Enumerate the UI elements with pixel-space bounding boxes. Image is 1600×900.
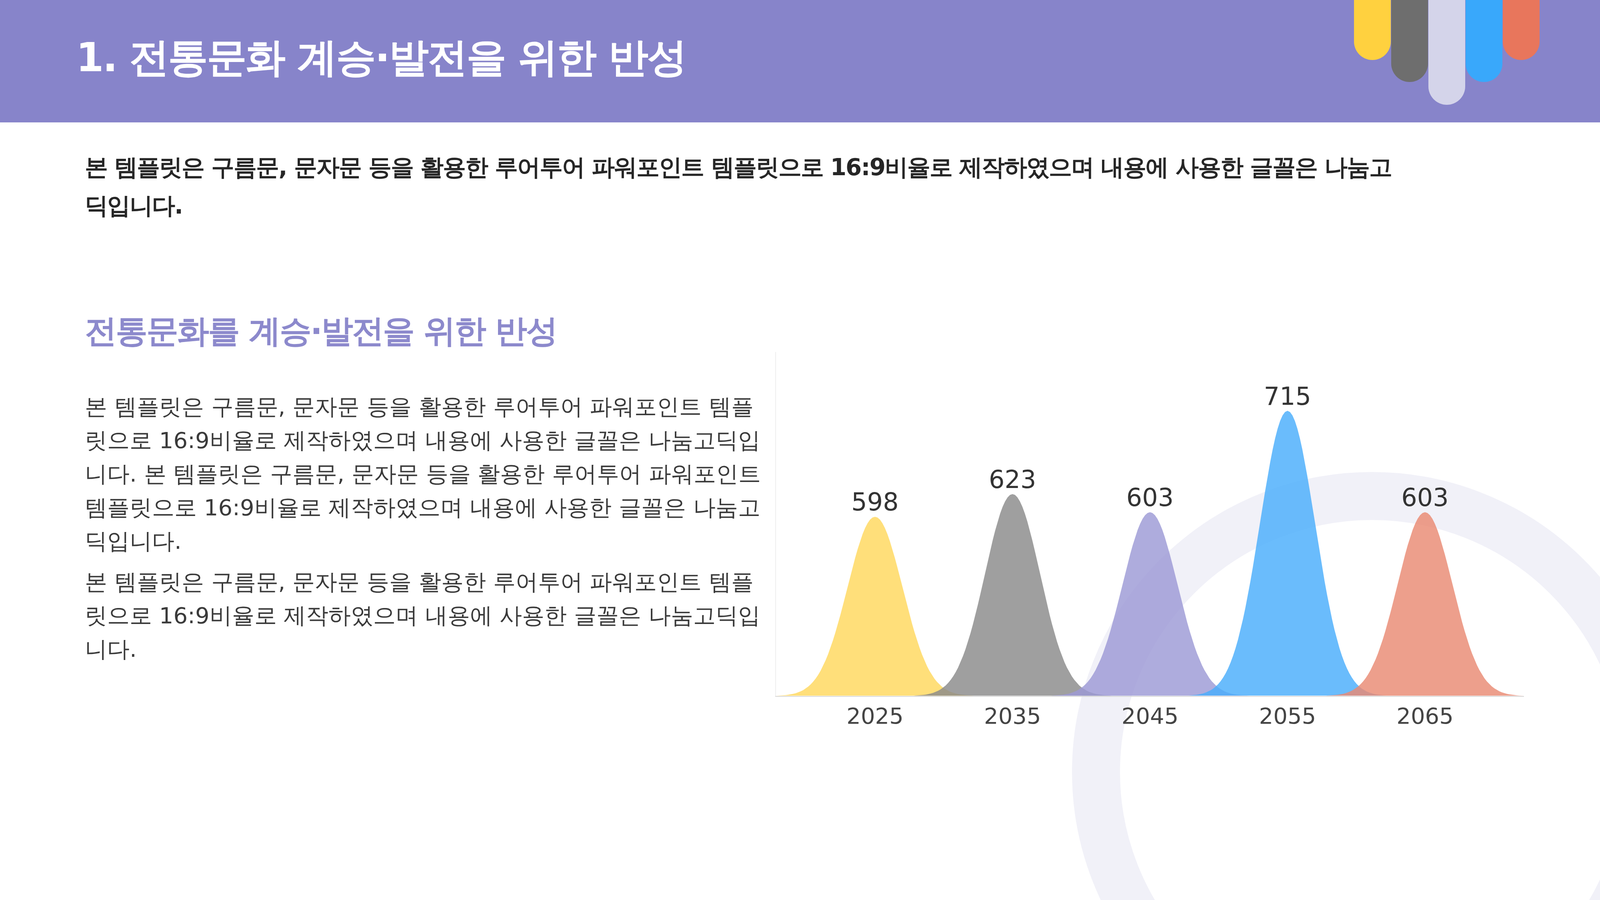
svg-text:603: 603: [1401, 482, 1449, 512]
svg-text:2055: 2055: [1258, 702, 1316, 729]
html-text:본 템플릿은 구름문, 문자문 등을 활용한 루어투어 파워: 본 템플릿은 구름문, 문자문 등을 활용한 루어투어 파워포인트 템플릿으로 …: [84, 153, 1392, 220]
svg-text:2035: 2035: [984, 702, 1042, 729]
html-text:전통문화를 계승·발전을 위한 반성: 전통문화를 계승·발전을 위한 반성: [84, 312, 557, 350]
svg-text:2065: 2065: [1396, 702, 1454, 729]
svg-text:2045: 2045: [1121, 702, 1179, 729]
svg-text:2025: 2025: [846, 702, 904, 729]
svg-text:715: 715: [1264, 381, 1312, 411]
html-text:1. 전통문화 계승·발전을 위한 반성: 1. 전통문화 계승·발전을 위한 반성: [76, 34, 686, 81]
html-text:본 템플릿은 구름문, 문자문 등을 활용한 루어투어 파워: 본 템플릿은 구름문, 문자문 등을 활용한 루어투어 파워포인트 템플릿으로 …: [84, 568, 761, 662]
svg-text:598: 598: [851, 487, 899, 517]
html-text:본 템플릿은 구름문, 문자문 등을 활용한 루어투어 파워: 본 템플릿은 구름문, 문자문 등을 활용한 루어투어 파워포인트 템플릿으로 …: [84, 393, 761, 554]
svg-text:623: 623: [988, 464, 1036, 494]
svg-text:603: 603: [1126, 482, 1174, 512]
